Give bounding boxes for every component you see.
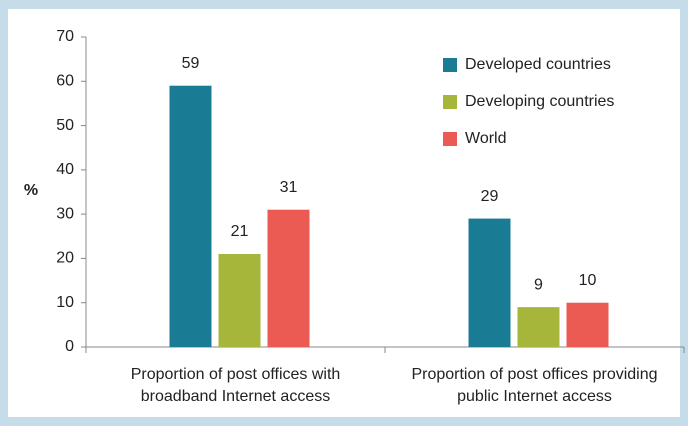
bar [566,302,609,347]
y-axis-label: % [24,182,38,199]
x-tick-label: Proportion of post offices providing pub… [411,366,658,405]
legend-swatch [443,132,457,146]
x-tick-label: Proportion of post offices with broadban… [130,366,341,405]
bar [218,254,261,347]
y-tick-label: 0 [65,338,74,355]
y-tick-label: 40 [56,161,74,178]
legend-label: World [465,130,507,147]
bar [267,209,310,347]
legend-label: Developed countries [465,56,611,73]
legend-label: Developing countries [465,93,614,110]
y-tick-label: 30 [56,205,74,222]
value-label: 31 [280,179,298,196]
value-label: 10 [579,272,597,289]
y-tick-label: 20 [56,250,74,267]
legend-swatch [443,95,457,109]
value-label: 59 [182,55,200,72]
bar [169,85,212,347]
bar [468,218,511,347]
value-label: 29 [481,188,499,205]
legend-swatch [443,58,457,72]
y-tick-label: 60 [56,73,74,90]
y-tick-label: 50 [56,117,74,134]
value-label: 9 [534,276,543,293]
value-label: 21 [231,223,249,240]
y-tick-label: 70 [56,28,74,45]
y-tick-label: 10 [56,294,74,311]
bar [517,307,560,347]
panel [8,9,680,417]
